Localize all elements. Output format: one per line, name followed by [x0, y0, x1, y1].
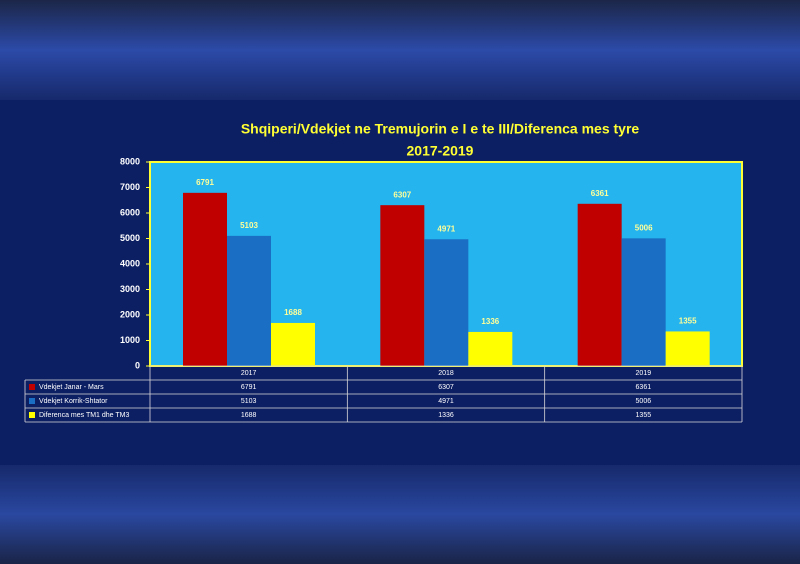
y-tick-label: 6000: [120, 207, 140, 217]
data-label: 6361: [591, 189, 609, 198]
y-tick-label: 0: [135, 360, 140, 370]
legend-label: Vdekjet Korrik-Shtator: [39, 398, 108, 405]
legend-key: [29, 412, 35, 418]
table-value: 6361: [636, 384, 652, 391]
bar: [577, 203, 622, 366]
table-value: 1688: [241, 412, 257, 419]
data-label: 5103: [240, 221, 258, 230]
table-value: 1336: [438, 412, 454, 419]
bar: [227, 235, 271, 366]
data-label: 1355: [679, 317, 697, 326]
y-tick-label: 2000: [120, 309, 140, 319]
bar: [183, 192, 227, 366]
table-value: 5006: [636, 398, 652, 405]
backdrop-top: [0, 0, 800, 100]
legend-key: [29, 398, 35, 404]
bar: [468, 331, 513, 366]
table-value: 6307: [438, 384, 454, 391]
y-tick-label: 8000: [120, 156, 140, 166]
data-label: 1688: [284, 308, 302, 317]
table-value: 5103: [241, 398, 257, 405]
x-tick-label: 2019: [636, 370, 652, 377]
legend-key: [29, 384, 35, 390]
y-tick-label: 7000: [120, 182, 140, 192]
x-tick-label: 2018: [438, 370, 454, 377]
table-value: 6791: [241, 384, 257, 391]
data-label: 6307: [393, 190, 411, 199]
bar: [380, 205, 425, 366]
bar: [424, 239, 469, 366]
y-tick-label: 3000: [120, 284, 140, 294]
legend-label: Vdekjet Janar - Mars: [39, 384, 104, 391]
bar: [271, 322, 315, 366]
y-tick-label: 4000: [120, 258, 140, 268]
y-tick-label: 5000: [120, 233, 140, 243]
data-label: 5006: [635, 223, 653, 232]
table-value: 4971: [438, 398, 454, 405]
backdrop-bottom: [0, 465, 800, 564]
y-tick-label: 1000: [120, 335, 140, 345]
legend-label: Diferenca mes TM1 dhe TM3: [39, 412, 129, 419]
x-tick-label: 2017: [241, 370, 257, 377]
data-label: 4971: [437, 224, 455, 233]
chart-title: Shqiperi/Vdekjet ne Tremujorin e I e te …: [241, 121, 640, 137]
table-value: 1355: [636, 412, 652, 419]
bar: [665, 331, 710, 366]
data-label: 1336: [481, 317, 499, 326]
chart-subtitle: 2017-2019: [407, 143, 474, 159]
bar: [621, 238, 666, 366]
data-label: 6791: [196, 178, 214, 187]
